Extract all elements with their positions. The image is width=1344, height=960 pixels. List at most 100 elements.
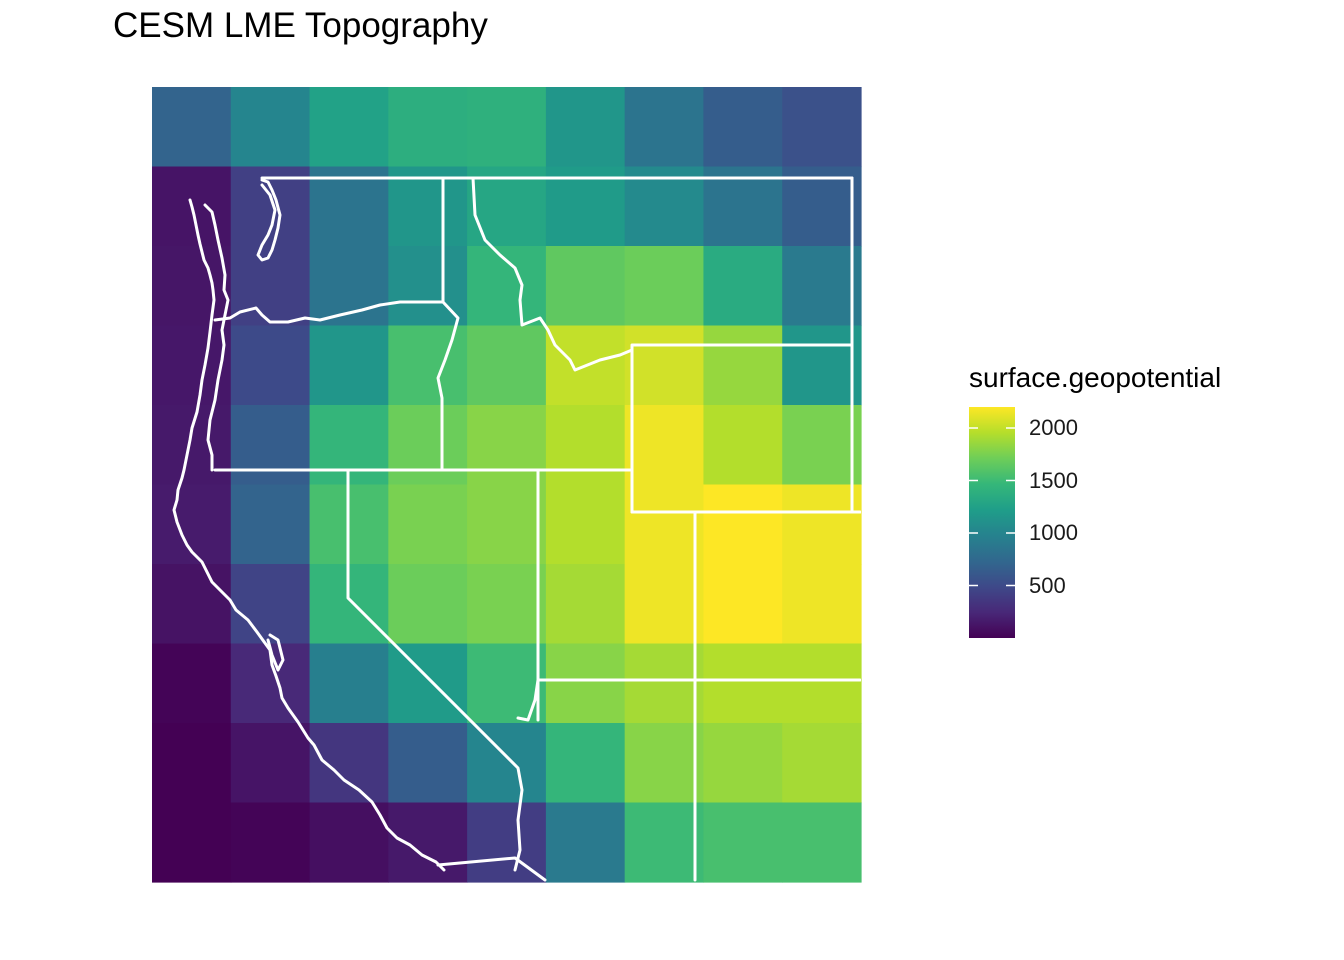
heatmap-cell <box>230 325 311 406</box>
heatmap-cell <box>467 564 547 645</box>
heatmap-cell <box>782 166 862 247</box>
heatmap-cell <box>309 87 389 168</box>
heatmap-cell <box>782 802 862 883</box>
heatmap-cell <box>545 723 626 804</box>
heatmap-cell <box>703 325 783 406</box>
heatmap-cell <box>230 405 311 486</box>
heatmap-cell <box>388 325 468 406</box>
sf-bay <box>266 633 285 672</box>
heatmap-cell <box>703 484 783 565</box>
heatmap-cell <box>703 723 783 804</box>
heatmap-cell <box>152 643 232 724</box>
heatmap-cell <box>545 246 626 327</box>
heatmap-cell <box>624 564 705 645</box>
heatmap-cell <box>152 564 232 645</box>
washington-coast <box>203 203 230 472</box>
heatmap-cell <box>152 802 232 883</box>
heatmap-cell <box>467 166 547 247</box>
heatmap-cell <box>388 723 468 804</box>
heatmap-cell <box>230 802 311 883</box>
heatmap-cell <box>545 166 626 247</box>
heatmap-cell <box>782 564 862 645</box>
heatmap-cell <box>309 723 389 804</box>
heatmap-cell <box>545 484 626 565</box>
heatmap-cell <box>388 484 468 565</box>
heatmap-cell <box>388 166 468 247</box>
wa-id-border <box>436 176 460 472</box>
heatmap-cell <box>545 643 626 724</box>
heatmap-cell <box>152 405 232 486</box>
heatmap-cell <box>388 643 468 724</box>
legend-colorbar <box>969 407 1015 638</box>
heatmap-cell <box>467 405 547 486</box>
chart-title: CESM LME Topography <box>113 6 488 45</box>
heatmap-cell <box>545 87 626 168</box>
heatmap-cell <box>624 643 705 724</box>
ca-nv-border <box>346 468 524 872</box>
heatmap-cell <box>388 87 468 168</box>
heatmap-cell <box>545 802 626 883</box>
heatmap-cell <box>703 564 783 645</box>
heatmap-cell <box>782 723 862 804</box>
legend-tick-label: 500 <box>1029 572 1066 598</box>
legend-title: surface.geopotential <box>969 362 1222 393</box>
heatmap-cell <box>545 564 626 645</box>
heatmap-cell <box>467 802 547 883</box>
heatmap-cell <box>703 166 783 247</box>
heatmap-cell <box>782 325 862 406</box>
puget-sound <box>256 178 282 262</box>
id-mt-border <box>471 176 634 372</box>
heatmap-cell <box>703 802 783 883</box>
heatmap-cell <box>467 643 547 724</box>
heatmap-cell <box>624 166 705 247</box>
heatmap-cell <box>309 802 389 883</box>
heatmap-cell <box>230 484 311 565</box>
heatmap-cell <box>624 723 705 804</box>
heatmap-cell <box>782 405 862 486</box>
heatmap-cell <box>309 643 389 724</box>
heatmap-cell <box>230 87 311 168</box>
legend-tick-label: 1000 <box>1029 520 1078 545</box>
heatmap-cell <box>703 87 783 168</box>
coastline <box>172 198 446 872</box>
heatmap-cell <box>388 802 468 883</box>
heatmap-cell <box>309 325 389 406</box>
heatmap-cell <box>309 166 389 247</box>
heatmap-cell <box>624 246 705 327</box>
heatmap-cell <box>467 484 547 565</box>
heatmap-cell <box>624 802 705 883</box>
heatmap-cell <box>782 484 862 565</box>
heatmap-cell <box>624 484 705 565</box>
legend-tick-label: 2000 <box>1029 415 1078 440</box>
heatmap-cell <box>152 246 232 327</box>
heatmap-cells <box>152 87 862 883</box>
heatmap-cell <box>467 723 547 804</box>
colorado-river <box>516 678 540 722</box>
heatmap-cell <box>782 643 862 724</box>
heatmap-cell <box>703 405 783 486</box>
heatmap-cell <box>388 564 468 645</box>
heatmap-cell <box>152 87 232 168</box>
heatmap-cell <box>230 246 311 327</box>
heatmap-cell <box>388 405 468 486</box>
mexico-border <box>436 856 547 882</box>
legend-tick-label: 1500 <box>1029 467 1078 493</box>
heatmap-cell <box>152 325 232 406</box>
heatmap-cell <box>467 87 547 168</box>
heatmap-cell <box>624 325 705 406</box>
heatmap-cell <box>545 405 626 486</box>
heatmap-cell <box>230 166 311 247</box>
heatmap-cell <box>467 246 547 327</box>
heatmap-cell <box>230 723 311 804</box>
heatmap-cell <box>624 405 705 486</box>
heatmap-cell <box>152 723 232 804</box>
state-borders <box>172 176 861 882</box>
heatmap-cell <box>782 246 862 327</box>
heatmap-cell <box>703 643 783 724</box>
washington-outline <box>213 300 445 324</box>
heatmap-cell <box>782 87 862 168</box>
heatmap-cell <box>703 246 783 327</box>
heatmap-cell <box>230 564 311 645</box>
heatmap-cell <box>467 325 547 406</box>
